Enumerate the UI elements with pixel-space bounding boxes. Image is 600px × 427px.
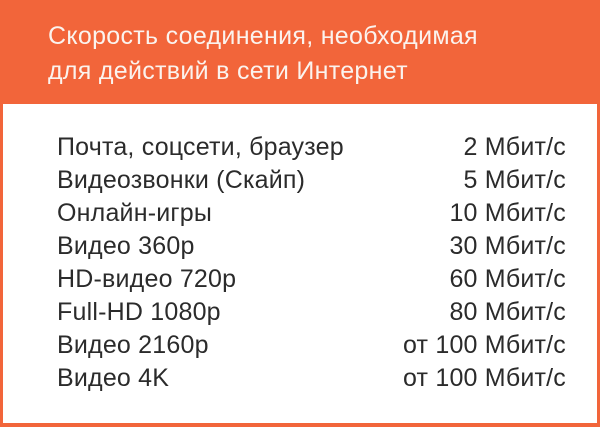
table-row: HD-видео 720p 60 Мбит/с (57, 263, 566, 296)
activity-label: Видео 360p (57, 232, 195, 260)
speed-value: 2 Мбит/с (463, 133, 566, 161)
activity-label: Видео 2160p (57, 331, 209, 359)
activity-label: Онлайн-игры (57, 199, 212, 227)
table-row: Full-HD 1080p 80 Мбит/с (57, 296, 566, 329)
speed-value: 10 Мбит/с (449, 199, 566, 227)
speed-table: Почта, соцсети, браузер 2 Мбит/с Видеозв… (0, 104, 600, 427)
table-row: Почта, соцсети, браузер 2 Мбит/с (57, 131, 566, 164)
speed-value: 60 Мбит/с (449, 265, 566, 293)
activity-label: HD-видео 720p (57, 265, 237, 293)
title-line-1: Скорость соединения, необходимая (48, 22, 478, 50)
table-row: Видеозвонки (Скайп) 5 Мбит/с (57, 164, 566, 197)
speed-value: 5 Мбит/с (463, 166, 566, 194)
table-row: Видео 4K от 100 Мбит/с (57, 362, 566, 395)
title-line-2: для действий в сети Интернет (48, 57, 408, 85)
speed-value: 80 Мбит/с (449, 298, 566, 326)
header-banner: Скорость соединения, необходимая для дей… (0, 0, 600, 104)
table-row: Видео 360p 30 Мбит/с (57, 230, 566, 263)
speed-value: от 100 Мбит/с (402, 331, 566, 359)
activity-label: Видео 4K (57, 364, 170, 392)
table-row: Онлайн-игры 10 Мбит/с (57, 197, 566, 230)
activity-label: Full-HD 1080p (57, 298, 221, 326)
speed-value: от 100 Мбит/с (402, 364, 566, 392)
activity-label: Почта, соцсети, браузер (57, 133, 344, 161)
table-row: Видео 2160p от 100 Мбит/с (57, 329, 566, 362)
page-title: Скорость соединения, необходимая для дей… (48, 19, 580, 89)
activity-label: Видеозвонки (Скайп) (57, 166, 306, 194)
speed-value: 30 Мбит/с (449, 232, 566, 260)
